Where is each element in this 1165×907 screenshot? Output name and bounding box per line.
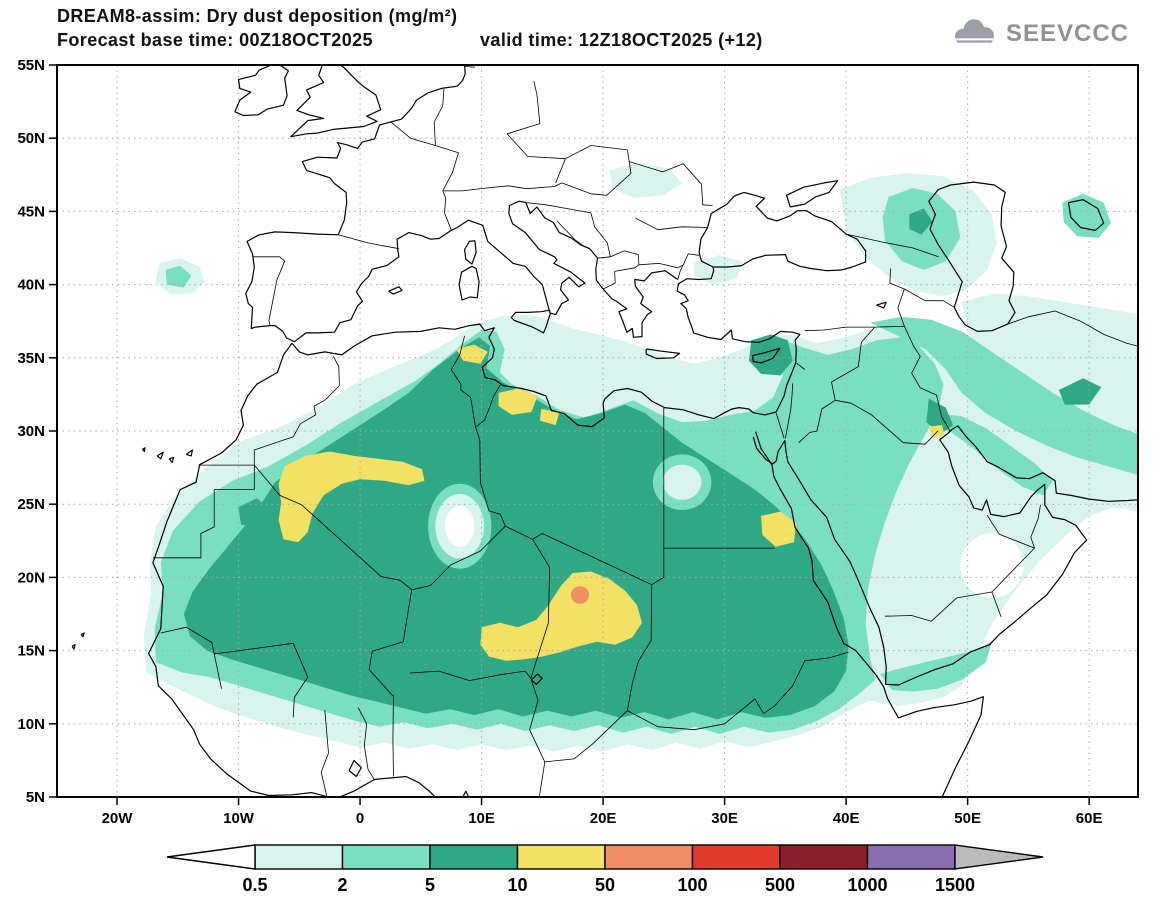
forecast-base-time: Forecast base time: 00Z18OCT2025 xyxy=(57,30,373,50)
contour-fills xyxy=(143,163,1138,752)
seevccc-logo: SEEVCCC xyxy=(948,16,1129,52)
lat-tick-label: 50N xyxy=(17,130,45,147)
valid-time: valid time: 12Z18OCT2025 (+12) xyxy=(480,30,763,50)
colorbar-right-arrow xyxy=(954,844,1044,870)
colorbar-segment xyxy=(429,844,519,870)
lat-tick-label: 35N xyxy=(17,350,45,367)
lat-tick-label: 10N xyxy=(17,716,45,733)
colorbar-tick-label: 0.5 xyxy=(242,875,267,895)
lat-tick-label: 40N xyxy=(17,277,45,294)
colorbar-tick-label: 1500 xyxy=(935,875,975,895)
lon-tick-label: 30E xyxy=(711,810,738,827)
graticule xyxy=(57,65,1138,797)
colorbar-segment xyxy=(516,844,606,870)
lon-tick-label: 10W xyxy=(223,810,255,827)
lon-tick-label: 50E xyxy=(954,810,981,827)
colorbar-segment xyxy=(341,844,431,870)
colorbar-left-arrow xyxy=(166,844,256,870)
country-borders xyxy=(152,66,1138,797)
seevccc-cloud-icon xyxy=(953,19,995,45)
lat-tick-label: 25N xyxy=(17,496,45,513)
colorbar-segment xyxy=(254,844,344,870)
lon-tick-label: 20E xyxy=(590,810,617,827)
colorbar-tick-label: 1000 xyxy=(847,875,887,895)
colorbar-tick-label: 500 xyxy=(765,875,795,895)
lat-tick-label: 55N xyxy=(17,57,45,74)
colorbar-tick-label: 2 xyxy=(337,875,347,895)
colorbar-tick-label: 50 xyxy=(595,875,615,895)
colorbar: 0.5 2 5 10 50 100 500 1000 1500 xyxy=(166,844,1044,895)
lon-tick-label: 10E xyxy=(468,810,495,827)
colorbar-tick-label: 5 xyxy=(425,875,435,895)
colorbar-tick-label: 100 xyxy=(677,875,707,895)
lat-tick-label: 15N xyxy=(17,643,45,660)
lat-tick-label: 30N xyxy=(17,423,45,440)
lon-tick-label: 0 xyxy=(356,810,364,827)
page-title: DREAM8-assim: Dry dust deposition (mg/m²… xyxy=(57,6,458,26)
lat-tick-label: 45N xyxy=(17,203,45,220)
seevccc-logo-text: SEEVCCC xyxy=(1005,20,1129,47)
lat-tick-label: 5N xyxy=(26,789,45,806)
colorbar-tick-label: 10 xyxy=(507,875,527,895)
lon-tick-label: 60E xyxy=(1076,810,1103,827)
colorbar-segment xyxy=(866,844,956,870)
colorbar-segment xyxy=(779,844,869,870)
colorbar-segment xyxy=(604,844,694,870)
colorbar-segment xyxy=(691,844,781,870)
lon-tick-label: 40E xyxy=(833,810,860,827)
lon-tick-label: 20W xyxy=(102,810,134,827)
axis-labels: 20W 10W 0 10E 20E 30E 40E 50E 60E 5N 10N 15N 20N 25N 3… xyxy=(17,57,1102,827)
lat-tick-label: 20N xyxy=(17,569,45,586)
coastlines xyxy=(71,65,1138,797)
